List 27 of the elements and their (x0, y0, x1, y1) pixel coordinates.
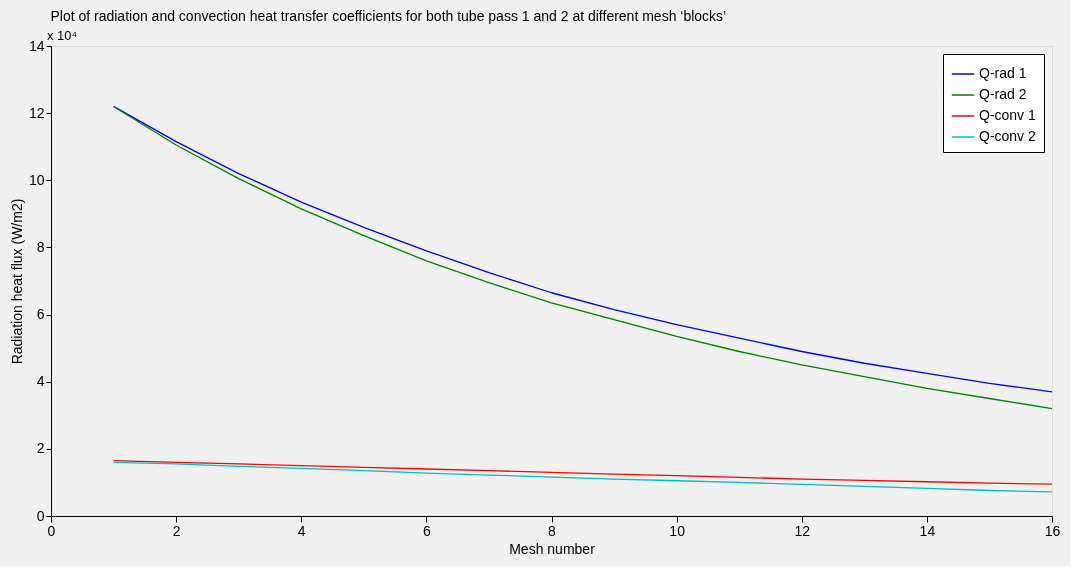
y-tick-label: 8 (36, 238, 45, 255)
y-axis-title: Radiation heat flux (W/m2) (8, 198, 25, 365)
y-tick-label: 2 (36, 440, 45, 457)
legend-label: Q-rad 2 (979, 86, 1027, 102)
x-tick-label: 10 (669, 522, 686, 539)
line-series (112, 461, 1053, 493)
x-tick-label: 8 (548, 522, 557, 539)
y-tick-label: 0 (36, 507, 45, 524)
legend-label: Q-rad 1 (979, 65, 1027, 81)
legend-label: Q-conv 1 (979, 107, 1037, 123)
chart-title: Plot of radiation and convection heat transfer coefficients for both tube pass 1 and 2 at different mesh ‘blocks’ (50, 8, 727, 24)
x-axis-title: Mesh number (509, 540, 596, 557)
y-tick-label: 14 (28, 37, 45, 54)
x-tick-label: 4 (297, 522, 306, 539)
x-tick-label: 14 (919, 522, 936, 539)
x-tick-label: 0 (47, 522, 56, 539)
y-tick-label: 12 (28, 104, 45, 121)
x-tick-label: 6 (422, 522, 431, 539)
x-tick-label: 2 (172, 522, 181, 539)
y-tick-label: 10 (28, 171, 45, 188)
x-tick-label: 12 (794, 522, 811, 539)
line-series (112, 459, 1053, 485)
y-tick-label: 4 (36, 373, 45, 390)
y-tick-label: 6 (36, 306, 45, 323)
x-tick-label: 16 (1044, 522, 1061, 539)
legend-label: Q-conv 2 (979, 128, 1037, 144)
text: x 10⁴ (47, 28, 78, 43)
